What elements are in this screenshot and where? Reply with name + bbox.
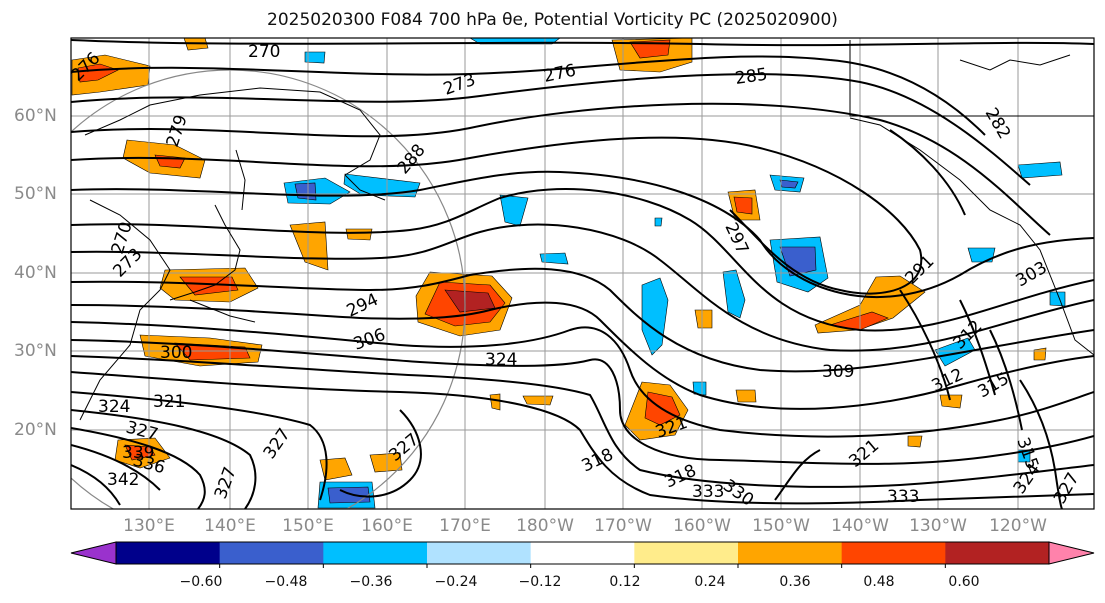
colorbar-extend-low xyxy=(70,541,117,565)
colorbar-outline xyxy=(115,541,1050,565)
contour-label: 333 xyxy=(692,482,724,502)
colorbar-tick-label: −0.48 xyxy=(264,574,308,590)
contour-label: 321 xyxy=(153,392,185,412)
lon-label: 170°W xyxy=(594,516,652,536)
lon-label: 160°E xyxy=(361,516,413,536)
lat-label-50n: 50°N xyxy=(14,184,57,204)
contour-label: 324 xyxy=(98,397,130,417)
lon-label: 170°E xyxy=(439,516,491,536)
colorbar-segment xyxy=(219,542,324,564)
contour-label: 270 xyxy=(248,42,280,62)
contour-label: 285 xyxy=(734,65,769,89)
colorbar-tick-label: 0.60 xyxy=(948,574,980,590)
colorbar-tick-label: −0.60 xyxy=(179,574,223,590)
colorbar-segment xyxy=(945,542,1050,564)
colorbar-tick-label: 0.24 xyxy=(694,574,726,590)
colorbar-segment xyxy=(841,542,946,564)
lat-label-60n: 60°N xyxy=(14,106,57,126)
colorbar-segment xyxy=(116,542,221,564)
lat-label-30n: 30°N xyxy=(14,341,57,361)
lon-label: 160°W xyxy=(673,516,731,536)
map-frame xyxy=(70,37,1095,510)
range-ring xyxy=(71,69,466,509)
colorbar-tick-label: −0.24 xyxy=(434,574,478,590)
contour-label: 309 xyxy=(822,362,854,382)
colorbar-tick-label: −0.12 xyxy=(518,574,562,590)
colorbar-segment xyxy=(634,542,739,564)
lat-label-20n: 20°N xyxy=(14,420,57,440)
theta-e-contours xyxy=(71,39,1094,509)
colorbar-tick-label: 0.12 xyxy=(609,574,641,590)
lon-label: 180°W xyxy=(516,516,574,536)
colorbar-segment xyxy=(323,542,428,564)
lon-label: 130°E xyxy=(123,516,175,536)
contour-label: 300 xyxy=(160,343,192,363)
contour-label: 324 xyxy=(485,350,517,370)
lon-label: 130°W xyxy=(909,516,967,536)
colorbar-ticks xyxy=(219,564,946,568)
colorbar-segments xyxy=(116,542,1050,564)
colorbar-tick-label: −0.36 xyxy=(349,574,393,590)
lon-label: 140°W xyxy=(831,516,889,536)
lon-label: 150°W xyxy=(752,516,810,536)
colorbar-segment xyxy=(530,542,635,564)
lon-label: 120°W xyxy=(989,516,1047,536)
colorbar-tick-label: 0.36 xyxy=(779,574,811,590)
lon-label: 140°E xyxy=(204,516,256,536)
colorbar-segment xyxy=(427,542,532,564)
lat-label-40n: 40°N xyxy=(14,263,57,283)
colorbar-tick-label: 0.48 xyxy=(863,574,895,590)
contour-label: 342 xyxy=(107,470,139,490)
map-title: 2025020300 F084 700 hPa θe, Potential Vo… xyxy=(267,10,838,30)
colorbar xyxy=(70,541,1095,568)
colorbar-extend-high xyxy=(1048,541,1095,565)
lon-label: 150°E xyxy=(282,516,334,536)
contour-label: 339 xyxy=(122,443,154,463)
colorbar-segment xyxy=(738,542,843,564)
contour-label: 333 xyxy=(887,487,919,507)
